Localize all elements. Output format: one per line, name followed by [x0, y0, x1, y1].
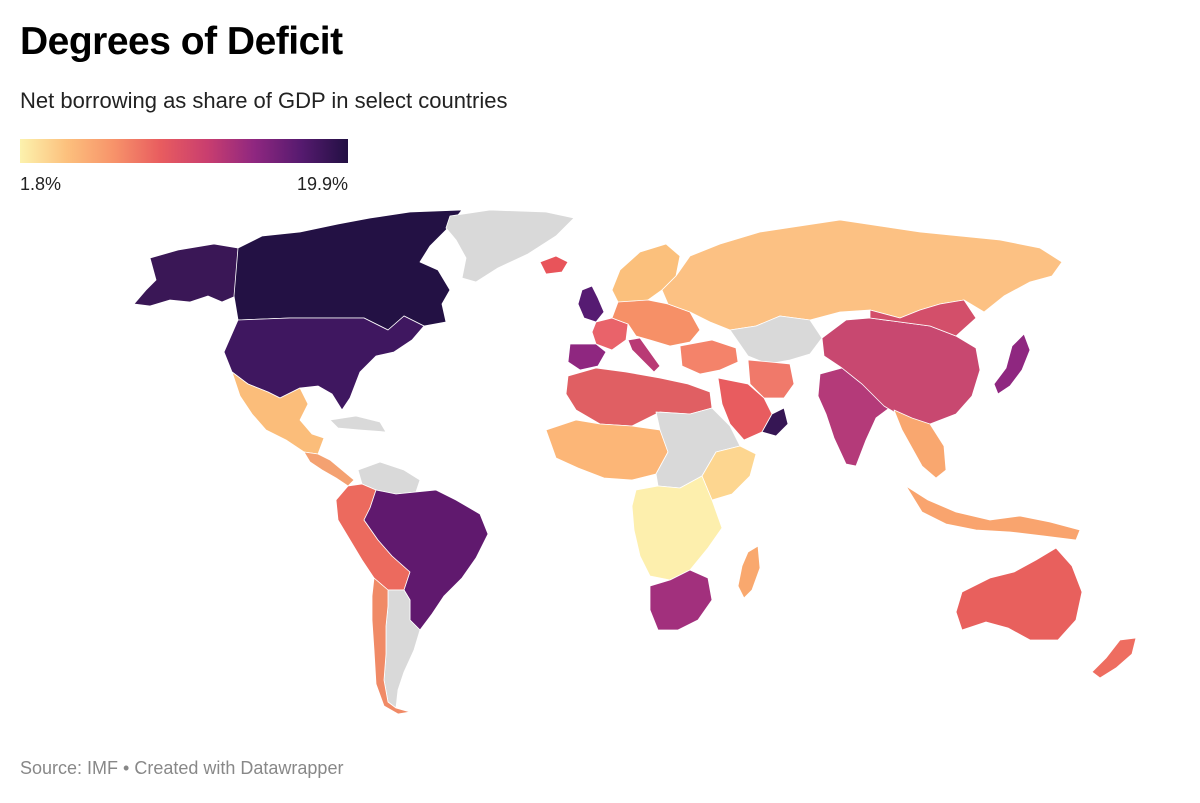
- region-new-zealand[interactable]: [1091, 637, 1137, 679]
- region-greenland[interactable]: [445, 209, 575, 283]
- region-middle-east[interactable]: [679, 339, 739, 375]
- region-mexico[interactable]: [231, 371, 325, 455]
- region-central-europe[interactable]: [611, 299, 701, 347]
- region-south-africa[interactable]: [649, 569, 713, 631]
- chart-footer: Source: IMF • Created with Datawrapper: [20, 758, 343, 779]
- region-spain[interactable]: [567, 343, 607, 371]
- region-madagascar[interactable]: [737, 545, 761, 599]
- region-iran[interactable]: [747, 359, 795, 399]
- legend-min-label: 1.8%: [20, 174, 62, 194]
- world-map: [133, 209, 1137, 715]
- region-canada[interactable]: [233, 209, 463, 331]
- region-united-kingdom[interactable]: [577, 285, 605, 323]
- legend-max-label: 19.9%: [296, 174, 348, 194]
- region-indonesia[interactable]: [905, 485, 1081, 541]
- region-italy[interactable]: [627, 337, 661, 373]
- region-alaska[interactable]: [133, 243, 239, 307]
- color-legend: 1.8% 19.9%: [20, 139, 348, 194]
- region-russia[interactable]: [661, 219, 1063, 331]
- region-mongolia[interactable]: [869, 299, 977, 337]
- region-southern-central-africa[interactable]: [631, 475, 723, 581]
- region-west-africa[interactable]: [545, 419, 669, 481]
- region-australia[interactable]: [955, 547, 1083, 641]
- chart-title: Degrees of Deficit: [20, 20, 343, 63]
- legend-gradient-bar: [20, 139, 348, 163]
- chart-subtitle: Net borrowing as share of GDP in select …: [20, 88, 508, 113]
- region-chile[interactable]: [371, 577, 411, 715]
- region-japan[interactable]: [993, 333, 1031, 395]
- region-oman[interactable]: [761, 407, 789, 437]
- region-central-america[interactable]: [303, 451, 355, 487]
- region-iceland[interactable]: [539, 255, 569, 275]
- source-label: Source: IMF: [20, 758, 119, 778]
- region-brazil[interactable]: [363, 489, 489, 631]
- region-southeast-asia[interactable]: [893, 409, 947, 479]
- footer-separator: •: [123, 758, 130, 778]
- region-caribbean[interactable]: [329, 415, 387, 433]
- region-central-asia[interactable]: [729, 315, 823, 365]
- credit-label: Created with Datawrapper: [134, 758, 344, 778]
